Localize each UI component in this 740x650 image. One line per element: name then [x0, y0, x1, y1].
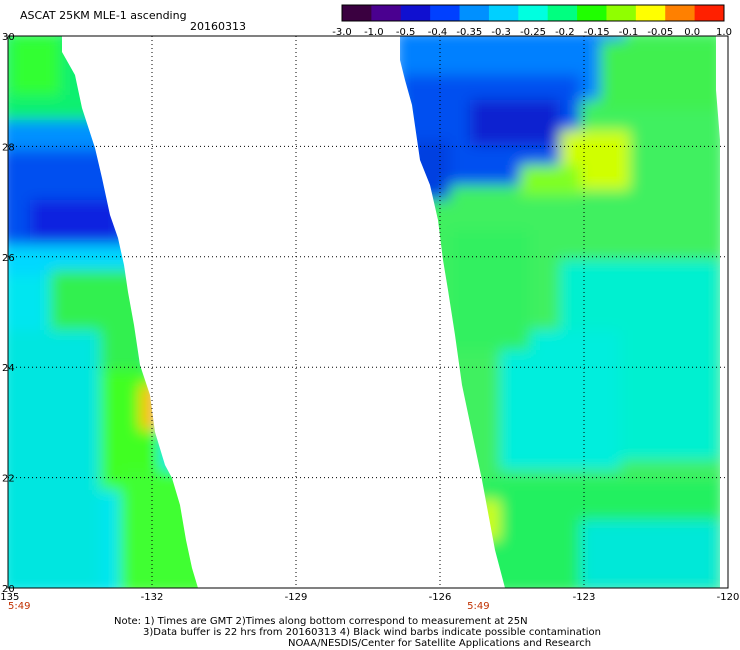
colorbar-label: 0.0 [684, 27, 700, 38]
colorbar-swatch [547, 5, 578, 21]
colorbar-swatch [694, 5, 725, 21]
map-date: 20160313 [190, 20, 246, 33]
colorbar-label: -0.4 [428, 27, 448, 38]
colorbar-label: -0.2 [555, 27, 575, 38]
colorbar-label: -0.3 [491, 27, 511, 38]
colorbar-swatch [665, 5, 696, 21]
lat-tick-label: 20 [2, 584, 15, 595]
lon-tick-label: -126 [429, 592, 452, 603]
colorbar-label: -0.25 [520, 27, 546, 38]
time-label: 5:49 [8, 601, 30, 612]
lon-tick-label: -129 [285, 592, 308, 603]
lat-tick-label: 30 [2, 32, 15, 43]
colorbar-swatch [430, 5, 461, 21]
colorbar-swatch [488, 5, 519, 21]
map-frame [7, 35, 729, 589]
note-line-2: 3)Data buffer is 22 hrs from 20160313 4)… [143, 627, 601, 638]
axis-ticks: -135 -132 -129 -126 -123 -120 30 28 26 24 22 20 5:49… [0, 32, 739, 612]
colorbar-swatch [635, 5, 666, 21]
colorbar-label: -0.05 [647, 27, 673, 38]
lon-tick-label: -132 [141, 592, 164, 603]
colorbar-swatch [518, 5, 549, 21]
lat-tick-label: 26 [2, 253, 15, 264]
colorbar-swatch [342, 5, 372, 21]
colorbar: -3.0 -1.0 -0.5 -0.4 -0.35 -0.3 -0.25 -0.2 -0.15-… [332, 4, 732, 38]
lat-tick-label: 28 [2, 142, 15, 153]
colorbar-label: -1.0 [364, 27, 384, 38]
lon-tick-label: -120 [717, 592, 740, 603]
lon-tick-label: -123 [573, 592, 596, 603]
swath-west [8, 36, 198, 588]
map-title: ASCAT 25KM MLE-1 ascending [20, 9, 187, 22]
colorbar-label: -3.0 [332, 27, 352, 38]
colorbar-swatch [606, 5, 637, 21]
note-line-1: Note: 1) Times are GMT 2)Times along bot… [114, 616, 528, 627]
lat-tick-label: 24 [2, 363, 15, 374]
colorbar-label: -0.1 [619, 27, 639, 38]
lat-tick-label: 22 [2, 474, 15, 485]
swath-east [400, 36, 720, 588]
time-label: 5:49 [467, 601, 489, 612]
colorbar-label: -0.35 [456, 27, 482, 38]
grid-lines [8, 36, 728, 588]
colorbar-swatch [371, 5, 402, 21]
colorbar-swatch [577, 5, 607, 21]
colorbar-label: 1.0 [716, 27, 732, 38]
colorbar-frame [341, 4, 725, 22]
colorbar-swatch [459, 5, 490, 21]
lon-tick-label: -135 [0, 592, 19, 603]
colorbar-label: -0.15 [584, 27, 610, 38]
note-line-3: NOAA/NESDIS/Center for Satellite Applica… [288, 638, 592, 649]
colorbar-label: -0.5 [396, 27, 416, 38]
colorbar-swatch [400, 5, 431, 21]
